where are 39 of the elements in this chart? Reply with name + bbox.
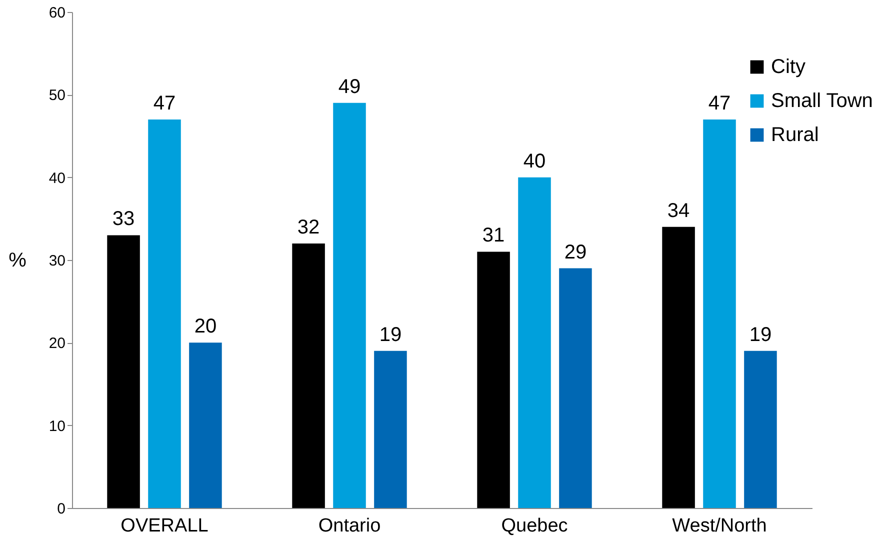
bar [744,350,777,508]
data-label: 29 [564,241,587,264]
y-tick-label: 40 [48,170,66,187]
bar [292,243,325,508]
y-tick-label: 10 [48,418,66,435]
bar [333,102,366,508]
x-tick-label: West/North [672,516,767,536]
data-label: 32 [297,216,320,238]
data-label: 49 [338,76,361,98]
x-tick-label: Ontario [318,516,381,536]
data-label: 20 [194,316,217,338]
legend-label: Rural [771,124,819,146]
y-axis-title: % [8,250,27,272]
bar [518,177,551,508]
bar [374,350,407,508]
data-label: 40 [523,150,546,172]
data-label: 19 [379,324,402,346]
bar [189,342,222,508]
legend-label: Small Town [771,90,873,112]
bar [703,119,736,508]
data-label: 47 [708,92,731,114]
data-label: 33 [112,208,135,230]
data-label: 19 [749,324,772,346]
legend-label: City [771,56,806,78]
x-tick-label: Quebec [501,516,568,536]
y-tick-label: 30 [48,252,66,270]
data-label: 31 [482,224,505,247]
bar [477,252,510,508]
y-tick-label: 60 [48,4,66,22]
x-tick-label: OVERALL [120,516,208,536]
data-label: 47 [153,92,176,114]
y-tick-label: 50 [48,87,66,104]
y-tick-label: 20 [48,335,66,352]
bar [662,226,695,508]
bar [559,268,592,508]
bar [148,119,181,508]
y-tick-label: 0 [57,500,66,518]
data-label: 34 [667,200,690,222]
bar [107,235,140,508]
